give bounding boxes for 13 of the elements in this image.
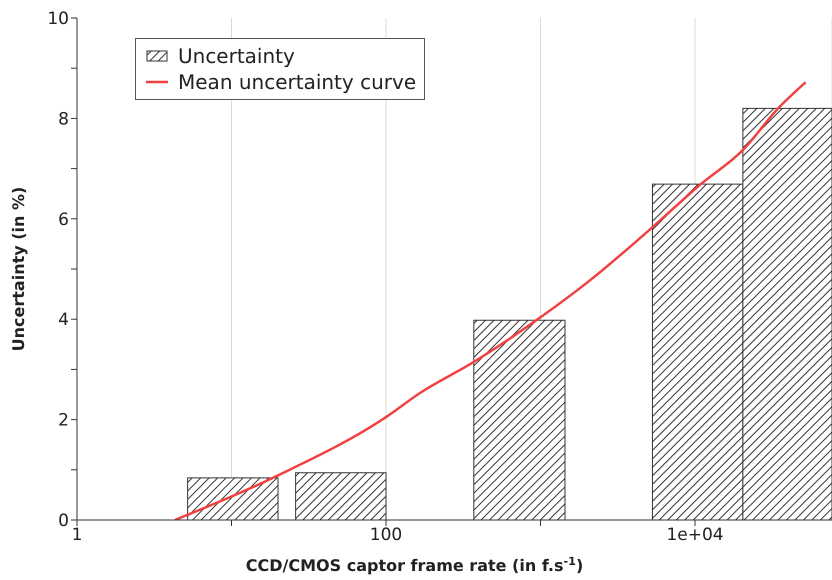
y-tick-label: 4 (58, 310, 69, 330)
x-axis-title: CCD/CMOS captor frame rate (in f.s$^{-1}$) (246, 554, 584, 575)
x-tick-label: 100 (370, 525, 402, 546)
x-tick-label: 1 (72, 525, 82, 546)
y-axis-title: Uncertainty (in %) (9, 186, 28, 352)
y-tick-label: 6 (58, 210, 69, 230)
y-tick-label: 8 (58, 109, 69, 130)
y-tick-label: 0 (58, 511, 69, 532)
legend-label: Uncertainty (178, 43, 295, 69)
y-tick-label: 10 (47, 9, 69, 30)
legend-label: Mean uncertainty curve (178, 69, 416, 95)
y-tick-label: 2 (58, 410, 69, 431)
x-tick-label: 1e+04 (666, 525, 724, 546)
